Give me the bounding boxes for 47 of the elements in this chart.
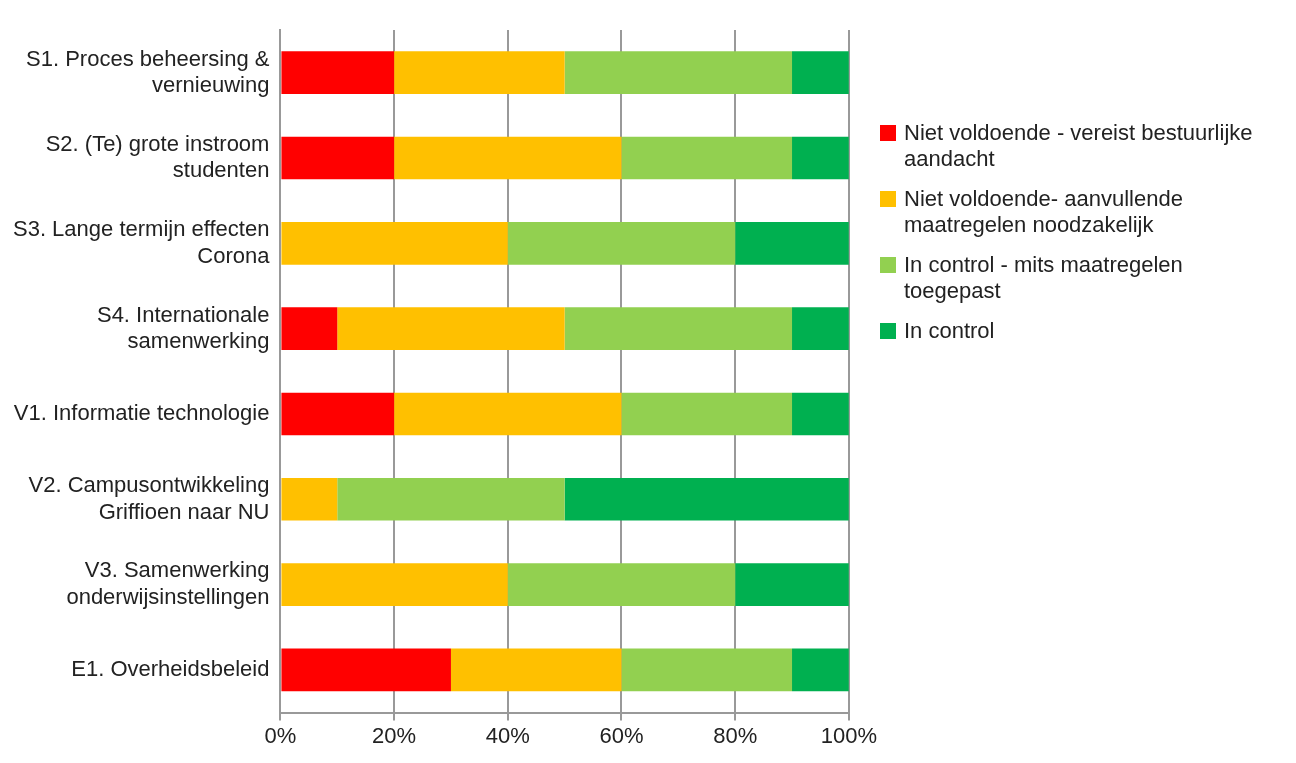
bar [281, 563, 508, 606]
bar [792, 648, 849, 692]
bar [621, 136, 793, 180]
y-tick-label: S1. Proces beheersing & vernieuwing [26, 45, 270, 97]
bar [792, 51, 849, 94]
bar [281, 307, 338, 350]
y-tick-label: S2. (Te) grote instroom studenten [45, 130, 270, 183]
bar [507, 563, 736, 606]
x-tick-label: 100% [820, 722, 878, 748]
y-tick-label: V3. Samenwerking onderwijsinstellingen [66, 557, 270, 609]
bar [792, 392, 849, 436]
bar [564, 51, 793, 94]
legend-label: In control [904, 318, 995, 344]
legend-label: In control - mits maatregelen toegepast [904, 252, 1184, 304]
bar [337, 307, 565, 350]
bar [621, 392, 793, 436]
y-tick-label: S4. Internationale samenwerking [96, 301, 270, 353]
bar [621, 648, 793, 692]
bar [394, 51, 565, 94]
bar [281, 136, 395, 180]
bar [281, 477, 338, 521]
y-tick-label: S3. Lange termijn effecten Corona [12, 216, 271, 268]
bar [735, 563, 849, 606]
legend-label: Niet voldoende- aanvullende maatregelen noodzakelijk [904, 186, 1184, 238]
y-tick-label: V1. Informatie technologie [13, 400, 270, 426]
bar [281, 648, 451, 692]
bar [281, 51, 395, 94]
bar [792, 136, 849, 180]
x-tick-label: 80% [713, 722, 758, 748]
bar [337, 477, 565, 521]
x-tick-label: 40% [485, 722, 530, 748]
x-tick-label: 60% [599, 722, 644, 748]
bar [394, 136, 622, 180]
bar [450, 648, 622, 692]
bar [281, 392, 395, 436]
x-tick-label: 0% [264, 722, 297, 748]
bar [564, 307, 793, 350]
bar [394, 392, 622, 436]
bar [507, 221, 736, 265]
bar [735, 221, 849, 265]
y-tick-label: V2. Campusontwikkeling Griffioen naar NU [28, 472, 270, 524]
bar [564, 477, 849, 521]
y-tick-label: E1. Overheidsbeleid [71, 656, 270, 681]
bar [281, 221, 508, 265]
bar [792, 307, 849, 350]
legend-label: Niet voldoende - vereist bestuurlijke aandacht [904, 120, 1254, 172]
x-tick-label: 20% [372, 722, 417, 748]
